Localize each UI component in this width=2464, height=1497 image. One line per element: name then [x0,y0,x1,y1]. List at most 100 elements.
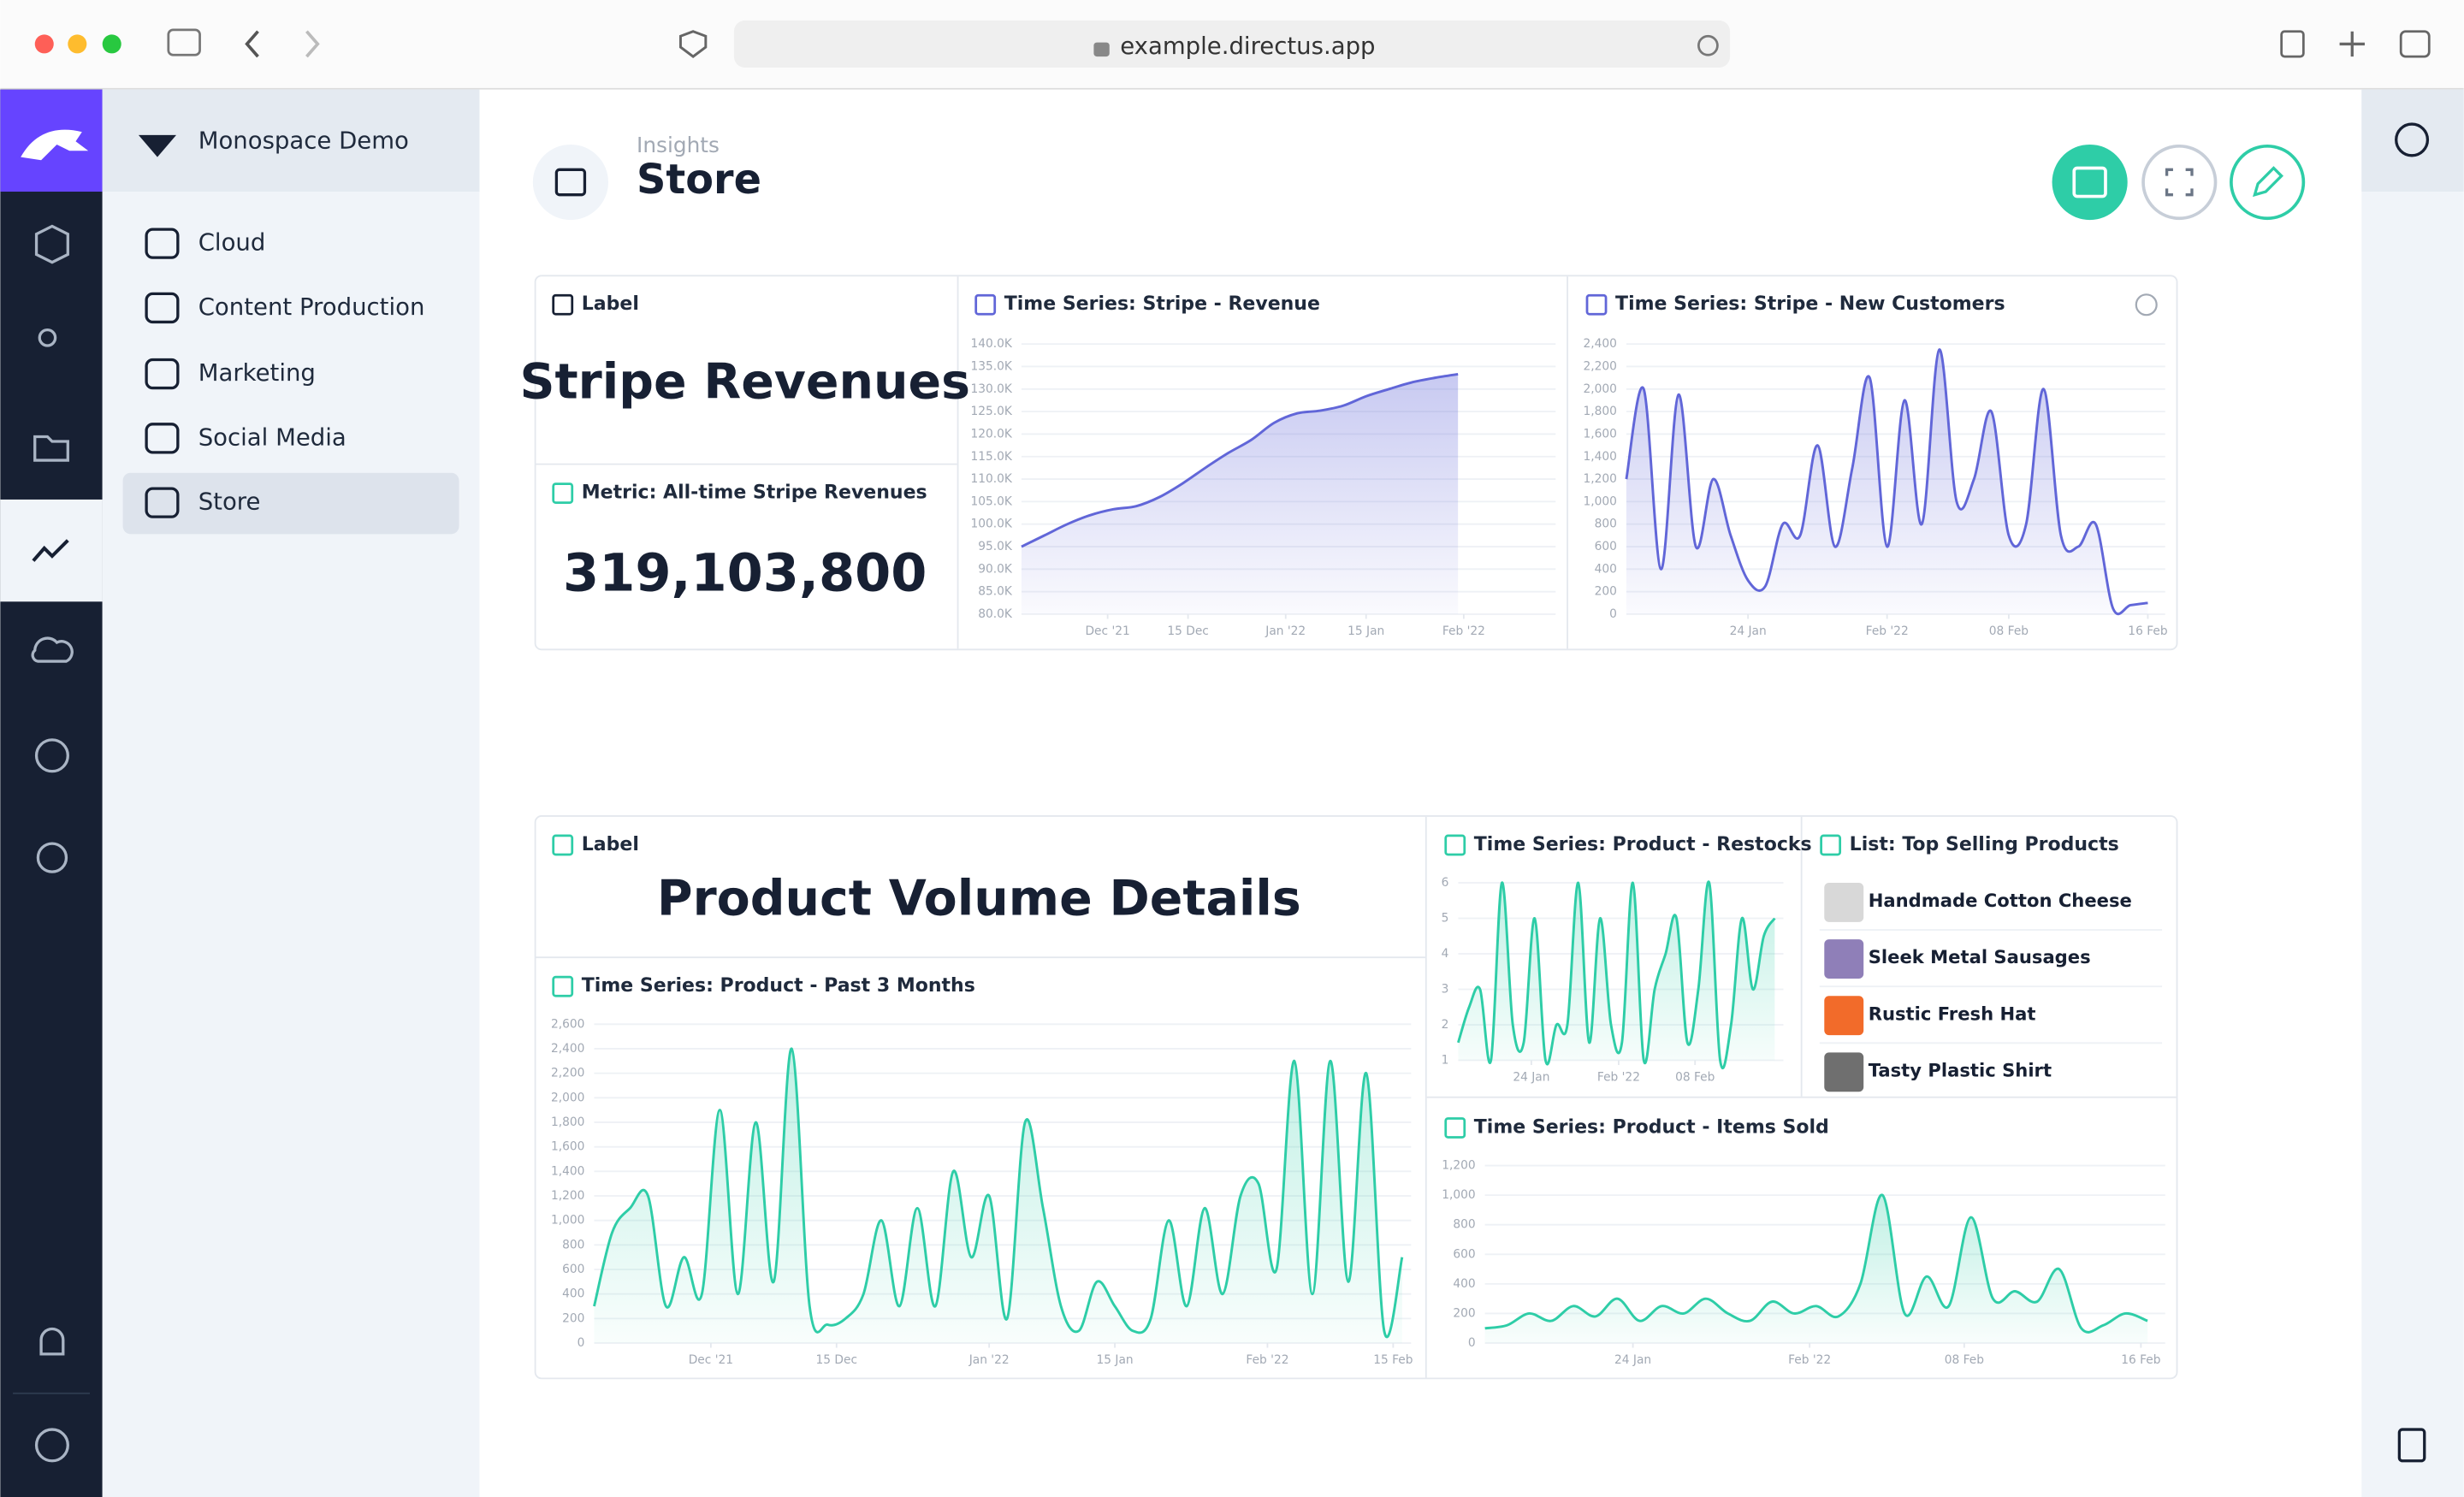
y-tick-label: 2,400 [1583,337,1616,351]
panel-header: Time Series: Product - Items Sold [1474,1116,1829,1138]
page-title: Store [637,157,761,204]
y-tick-label: 800 [1453,1218,1475,1232]
y-tick-label: 140.0K [970,337,1012,351]
sidebar-right [2361,90,2463,1497]
y-tick-label: 400 [1595,562,1617,576]
y-tick-label: 1,400 [1583,450,1616,464]
panel-icon [554,977,572,996]
y-tick-label: 2,200 [1583,359,1616,373]
product-thumbnail [1824,883,1863,922]
active-nav-item[interactable] [123,473,459,535]
fullscreen-button[interactable] [2143,146,2215,218]
nav-item[interactable]: Social Media [198,423,346,451]
panel-header: Label [582,834,639,855]
panel-header: Time Series: Stripe - Revenue [1004,293,1320,315]
y-tick-label: 2,600 [551,1017,584,1031]
y-tick-label: 1,000 [1583,494,1616,508]
y-tick-label: 130.0K [970,382,1012,396]
nav-item[interactable]: Content Production [198,293,425,321]
x-tick-label: 15 Dec [1167,624,1209,638]
y-tick-label: 1,200 [1442,1159,1475,1173]
x-tick-label: Feb '22 [1597,1071,1640,1085]
x-tick-label: 24 Jan [1513,1071,1549,1085]
panel-icon [554,295,572,314]
product-name[interactable]: Rustic Fresh Hat [1869,1003,2036,1024]
header-icon [533,145,608,220]
y-tick-label: 6 [1442,876,1449,890]
y-tick-label: 1,800 [1583,405,1616,418]
x-tick-label: Jan '22 [1265,624,1306,638]
y-tick-label: 1,800 [551,1115,584,1129]
y-tick-label: 0 [578,1336,585,1350]
y-tick-label: 125.0K [970,405,1012,418]
y-tick-label: 5 [1442,912,1449,926]
product-thumbnail [1824,939,1863,979]
x-tick-label: 08 Feb [1675,1071,1715,1085]
y-tick-label: 120.0K [970,427,1012,441]
fit-button[interactable] [2052,145,2128,220]
x-tick-label: Feb '22 [1246,1353,1288,1367]
y-tick-label: 800 [1595,518,1617,531]
x-tick-label: 24 Jan [1614,1353,1651,1367]
label-text: Product Volume Details [657,871,1301,927]
nav-item[interactable]: Marketing [198,359,316,387]
y-tick-label: 4 [1442,947,1449,961]
y-tick-label: 2,200 [551,1067,584,1080]
y-tick-label: 135.0K [970,359,1012,373]
x-tick-label: 08 Feb [1945,1353,1984,1367]
panel-icon [976,295,995,314]
url: example.directus.app [1120,33,1375,60]
y-tick-label: 800 [562,1238,584,1251]
module-bar [0,90,102,1497]
y-tick-label: 2,000 [551,1091,584,1104]
panel-header: Metric: All-time Stripe Revenues [582,482,927,504]
y-tick-label: 85.0K [978,585,1013,599]
product-name[interactable]: Sleek Metal Sausages [1869,946,2091,967]
zoom-button[interactable] [103,34,121,53]
nav-item[interactable]: Cloud [198,229,266,257]
breadcrumb[interactable]: Insights [637,133,720,157]
x-tick-label: 15 Jan [1097,1353,1134,1367]
y-tick-label: 1 [1442,1054,1449,1068]
panel-header: List: Top Selling Products [1850,834,2119,855]
metric-value: 319,103,800 [563,544,927,604]
edit-button[interactable] [2231,146,2303,218]
info-icon[interactable] [2136,294,2157,315]
x-tick-label: Jan '22 [968,1353,1010,1367]
active-module[interactable] [0,500,102,601]
panel-icon [554,836,572,855]
y-tick-label: 90.0K [978,562,1013,576]
y-tick-label: 1,200 [551,1189,584,1203]
x-tick-label: 15 Dec [816,1353,858,1367]
y-tick-label: 80.0K [978,607,1013,621]
x-tick-label: 16 Feb [2121,1353,2160,1367]
product-name[interactable]: Handmade Cotton Cheese [1869,890,2132,911]
nav-item[interactable]: Store [198,488,261,516]
panel-icon [1446,1118,1465,1137]
product-thumbnail [1824,996,1863,1035]
x-tick-label: Feb '22 [1442,624,1485,638]
label-text: Stripe Revenues [519,354,969,411]
y-tick-label: 600 [562,1263,584,1276]
panel-icon [554,484,572,503]
y-tick-label: 100.0K [970,518,1012,531]
y-tick-label: 2,400 [551,1042,584,1056]
panel-header: Time Series: Stripe - New Customers [1615,293,2005,315]
x-tick-label: 15 Jan [1348,624,1384,638]
y-tick-label: 200 [562,1311,584,1325]
x-tick-label: Dec '21 [689,1353,733,1367]
y-tick-label: 1,000 [551,1214,584,1228]
close-button[interactable] [35,34,54,53]
project-name: Monospace Demo [198,127,409,154]
product-name[interactable]: Tasty Plastic Shirt [1869,1059,2052,1080]
y-tick-label: 400 [1453,1277,1475,1291]
y-tick-label: 1,600 [1583,427,1616,441]
minimize-button[interactable] [68,34,86,53]
lock-icon [1093,43,1109,57]
panel-header: Label [582,293,639,315]
info-toggle[interactable] [2361,90,2463,192]
panel-icon [1446,836,1465,855]
y-tick-label: 600 [1453,1247,1475,1261]
y-tick-label: 1,600 [551,1140,584,1154]
